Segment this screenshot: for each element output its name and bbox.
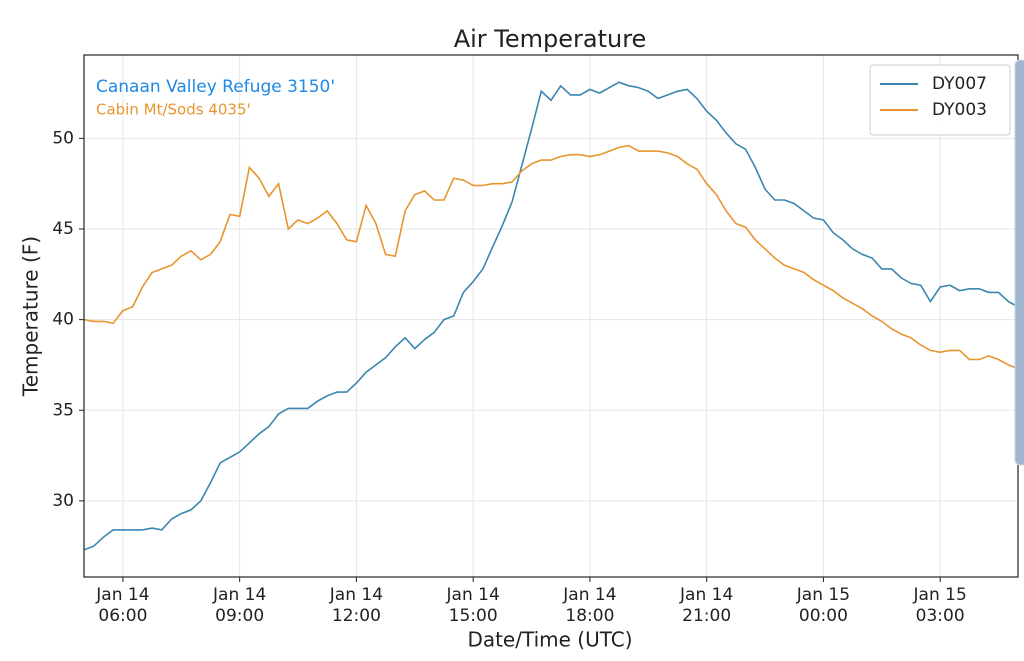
annotation: Cabin Mt/Sods 4035'	[96, 101, 251, 119]
x-tick-label-line: Jan 14	[562, 585, 616, 605]
x-tick-label-line: 15:00	[449, 606, 498, 626]
legend-box	[869, 64, 1011, 136]
scrollbar[interactable]	[1014, 59, 1024, 466]
x-tick-label-line: 06:00	[98, 606, 147, 626]
x-tick-label: Jan 14 15:00	[446, 585, 500, 626]
series-line	[84, 81, 1018, 551]
annotation: Canaan Valley Refuge 3150'	[96, 77, 335, 97]
x-tick-label-line: Jan 15	[913, 585, 967, 605]
y-tick-label: 40	[52, 310, 74, 330]
y-tick-label: 50	[52, 128, 74, 148]
x-tick-label-line: 09:00	[215, 606, 264, 626]
x-tick-label-line: Jan 14	[95, 585, 149, 605]
x-tick-label: Jan 15 03:00	[913, 585, 967, 626]
legend-label: DY007	[932, 74, 987, 94]
y-tick-label: 35	[52, 400, 74, 420]
y-tick-label: 45	[52, 219, 74, 239]
x-tick-label-line: 12:00	[332, 606, 381, 626]
chart-title: Air Temperature	[454, 25, 647, 53]
x-tick-label: Jan 14 21:00	[679, 585, 733, 626]
legend-label: DY003	[932, 100, 987, 120]
series-line	[84, 144, 1018, 370]
x-tick-label-line: Jan 14	[679, 585, 733, 605]
x-tick-label-line: 21:00	[682, 606, 731, 626]
x-tick-label-line: 18:00	[565, 606, 614, 626]
x-tick-label-line: Jan 14	[446, 585, 500, 605]
x-tick-label-line: Jan 14	[329, 585, 383, 605]
x-tick-label-line: 00:00	[799, 606, 848, 626]
x-tick-label: Jan 15 00:00	[796, 585, 850, 626]
x-tick-label: Jan 14 09:00	[212, 585, 266, 626]
x-tick-label: Jan 14 12:00	[329, 585, 383, 626]
x-tick-label-line: Jan 15	[796, 585, 850, 605]
y-tick-label: 30	[52, 491, 74, 511]
x-tick-label: Jan 14 06:00	[95, 585, 149, 626]
x-tick-label-line: Jan 14	[212, 585, 266, 605]
x-tick-label: Jan 14 18:00	[562, 585, 616, 626]
x-axis-label: Date/Time (UTC)	[467, 628, 632, 652]
y-axis-label: Temperature (F)	[19, 236, 43, 397]
x-tick-label-line: 03:00	[916, 606, 965, 626]
